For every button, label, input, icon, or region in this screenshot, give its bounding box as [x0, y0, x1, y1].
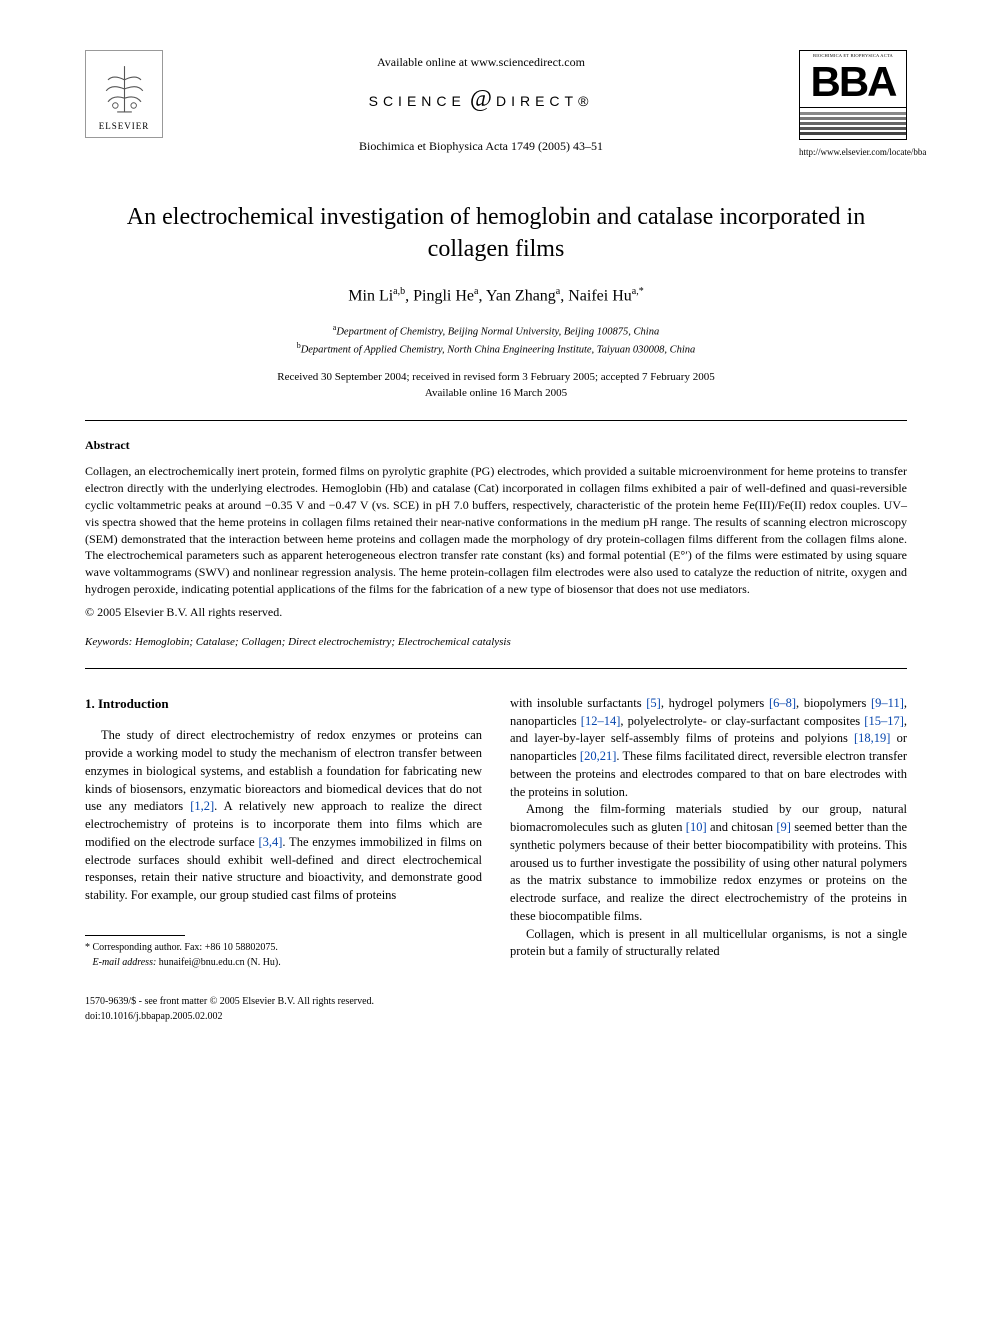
- elsevier-label: ELSEVIER: [99, 120, 150, 133]
- keywords-label: Keywords:: [85, 636, 132, 648]
- bba-box: BIOCHIMICA ET BIOPHYSICA ACTA BBA http:/…: [799, 50, 907, 159]
- article-title: An electrochemical investigation of hemo…: [115, 201, 877, 266]
- affiliation-b: bDepartment of Applied Chemistry, North …: [85, 340, 907, 358]
- intro-p1-left: The study of direct electrochemistry of …: [85, 727, 482, 905]
- elsevier-tree-icon: [97, 60, 152, 118]
- bba-letters: BBA: [800, 61, 906, 108]
- intro-heading: 1. Introduction: [85, 695, 482, 713]
- sd-left: SCIENCE: [369, 92, 466, 112]
- page: ELSEVIER Available online at www.science…: [0, 0, 992, 1064]
- body-columns: 1. Introduction The study of direct elec…: [85, 695, 907, 1024]
- ref-link[interactable]: [12–14]: [581, 714, 621, 728]
- at-icon: @: [470, 83, 492, 117]
- ref-link[interactable]: [6–8]: [769, 696, 796, 710]
- elsevier-logo: ELSEVIER: [85, 50, 163, 138]
- divider: [85, 420, 907, 421]
- ref-link[interactable]: [5]: [646, 696, 661, 710]
- right-column: with insoluble surfactants [5], hydrogel…: [510, 695, 907, 1024]
- doi-line: doi:10.1016/j.bbapap.2005.02.002: [85, 1009, 482, 1024]
- journal-reference: Biochimica et Biophysica Acta 1749 (2005…: [163, 138, 799, 155]
- intro-p1-right: with insoluble surfactants [5], hydrogel…: [510, 695, 907, 802]
- ref-link[interactable]: [9]: [776, 820, 791, 834]
- bottom-meta: 1570-9639/$ - see front matter © 2005 El…: [85, 994, 482, 1024]
- ref-link[interactable]: [3,4]: [258, 835, 282, 849]
- divider: [85, 668, 907, 669]
- footnote-corr: * Corresponding author. Fax: +86 10 5880…: [85, 940, 482, 955]
- issn-line: 1570-9639/$ - see front matter © 2005 El…: [85, 994, 482, 1009]
- dates-line1: Received 30 September 2004; received in …: [85, 369, 907, 386]
- abstract-heading: Abstract: [85, 437, 907, 454]
- footnote-rule: [85, 935, 185, 936]
- bba-logo: BIOCHIMICA ET BIOPHYSICA ACTA BBA: [799, 50, 907, 140]
- corresponding-footnote: * Corresponding author. Fax: +86 10 5880…: [85, 940, 482, 970]
- authors: Min Lia,b, Pingli Hea, Yan Zhanga, Naife…: [85, 285, 907, 308]
- ref-link[interactable]: [20,21]: [580, 749, 616, 763]
- intro-p2: Among the film-forming materials studied…: [510, 801, 907, 925]
- abstract-copyright: © 2005 Elsevier B.V. All rights reserved…: [85, 604, 907, 621]
- ref-link[interactable]: [15–17]: [864, 714, 904, 728]
- keywords-list: Hemoglobin; Catalase; Collagen; Direct e…: [135, 636, 511, 648]
- ref-link[interactable]: [1,2]: [190, 799, 214, 813]
- left-column: 1. Introduction The study of direct elec…: [85, 695, 482, 1024]
- affiliation-a: aDepartment of Chemistry, Beijing Normal…: [85, 322, 907, 340]
- header-row: ELSEVIER Available online at www.science…: [85, 50, 907, 159]
- affiliations: aDepartment of Chemistry, Beijing Normal…: [85, 322, 907, 359]
- article-dates: Received 30 September 2004; received in …: [85, 369, 907, 402]
- keywords: Keywords: Hemoglobin; Catalase; Collagen…: [85, 635, 907, 650]
- ref-link[interactable]: [9–11]: [871, 696, 904, 710]
- bba-bars-icon: [800, 108, 906, 139]
- dates-line2: Available online 16 March 2005: [85, 385, 907, 402]
- sciencedirect-logo: SCIENCE @ DIRECT®: [163, 85, 799, 119]
- bba-url: http://www.elsevier.com/locate/bba: [799, 146, 907, 159]
- available-online-text: Available online at www.sciencedirect.co…: [163, 54, 799, 71]
- ref-link[interactable]: [10]: [686, 820, 707, 834]
- sd-right: DIRECT®: [496, 92, 593, 112]
- ref-link[interactable]: [18,19]: [854, 731, 890, 745]
- abstract-body: Collagen, an electrochemically inert pro…: [85, 463, 907, 597]
- footnote-email: E-mail address: hunaifei@bnu.edu.cn (N. …: [85, 955, 482, 970]
- center-header: Available online at www.sciencedirect.co…: [163, 50, 799, 155]
- intro-p3: Collagen, which is present in all multic…: [510, 926, 907, 962]
